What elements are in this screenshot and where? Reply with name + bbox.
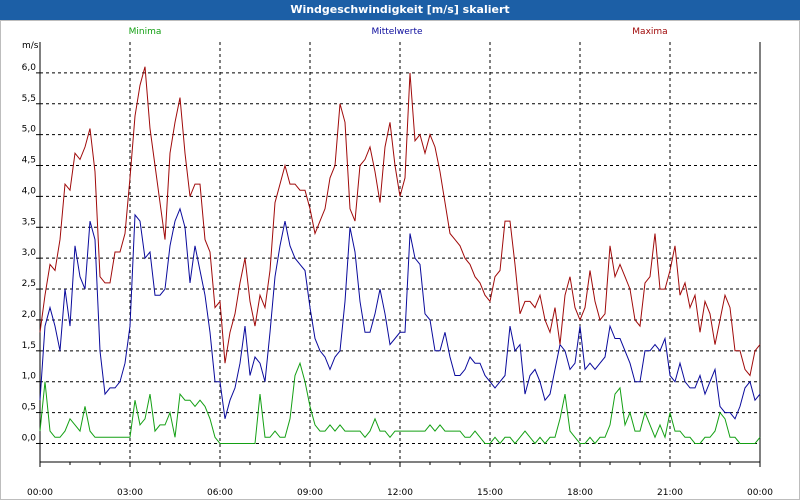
legend-mittelwerte: Mittelwerte xyxy=(371,27,422,37)
y-tick-label: 2,5 xyxy=(22,279,36,289)
y-tick-label: 0,5 xyxy=(22,403,36,413)
chart-area: 0,0 0,5 1,0 1,5 2,0 2,5 3,0 3,5 4,0 4,5 5,0 5,5 6,0 … xyxy=(0,20,800,500)
x-tick-labels: 00:0022.02.2303:0022.02.2306:0022.02.230… xyxy=(27,488,773,498)
grid xyxy=(36,42,761,467)
y-tick-label: 4,5 xyxy=(22,156,36,166)
y-tick-label: 4,0 xyxy=(22,186,37,196)
series-lines xyxy=(39,66,761,445)
legend-minima: Minima xyxy=(129,27,162,37)
y-tick-label: 2,0 xyxy=(22,310,37,320)
x-tick-time: 12:00 xyxy=(387,488,413,498)
axes xyxy=(39,42,761,463)
x-tick-time: 18:00 xyxy=(567,488,593,498)
y-tick-label: 1,5 xyxy=(22,341,36,351)
y-tick-labels: 0,0 0,5 1,0 1,5 2,0 2,5 3,0 3,5 4,0 4,5 5,0 5,5 6,0 xyxy=(22,63,37,444)
y-tick-label: 5,0 xyxy=(22,125,37,135)
y-tick-label: 5,5 xyxy=(22,94,36,104)
y-tick-label: 1,0 xyxy=(22,372,37,382)
y-tick-label: 3,5 xyxy=(22,217,36,227)
x-tick-time: 00:00 xyxy=(27,488,53,498)
x-tick-time: 21:00 xyxy=(657,488,683,498)
x-tick-time: 00:00 xyxy=(747,488,773,498)
x-tick-time: 15:00 xyxy=(477,488,503,498)
wind-speed-chart: 0,00,51,01,52,02,53,03,54,04,55,05,56,0 … xyxy=(0,20,800,500)
x-tick-time: 06:00 xyxy=(207,488,233,498)
x-tick-time: 09:00 xyxy=(297,488,323,498)
legend-maxima: Maxima xyxy=(632,27,667,37)
y-tick-label: 3,0 xyxy=(22,248,37,258)
x-tick-time: 03:00 xyxy=(117,488,143,498)
y-axis-label: m/s xyxy=(22,41,39,51)
y-tick-label: 0,0 xyxy=(22,433,37,443)
series-line-minima xyxy=(39,361,761,445)
series-line-mittelwerte xyxy=(39,207,761,420)
window-title: Windgeschwindigkeit [m/s] skaliert xyxy=(0,0,800,20)
series-line-maxima xyxy=(39,66,761,377)
y-tick-label: 6,0 xyxy=(22,63,37,73)
